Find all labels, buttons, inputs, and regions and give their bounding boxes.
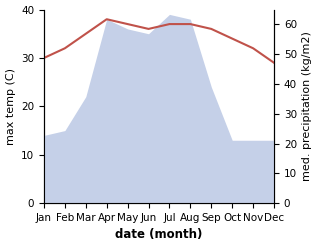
X-axis label: date (month): date (month): [115, 228, 203, 242]
Y-axis label: max temp (C): max temp (C): [5, 68, 16, 145]
Y-axis label: med. precipitation (kg/m2): med. precipitation (kg/m2): [302, 31, 313, 181]
